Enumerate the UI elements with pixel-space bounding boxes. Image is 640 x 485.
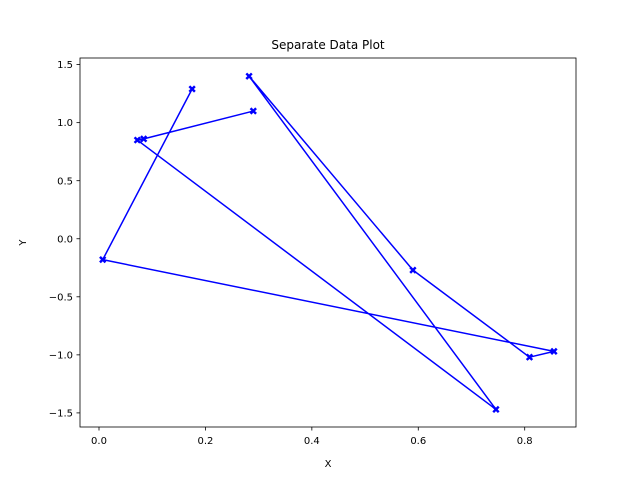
y-tick-label: −1.5	[49, 409, 73, 420]
data-point-marker	[188, 85, 196, 93]
x-tick-label: 0.6	[410, 436, 426, 447]
data-point-marker	[249, 107, 257, 115]
x-axis: 0.0 0.2 0.4 0.6 0.8	[91, 427, 533, 447]
data-point-marker	[550, 347, 558, 355]
y-axis-label: Y	[18, 239, 29, 247]
plot-layer	[99, 72, 558, 414]
plot-frame	[79, 57, 577, 428]
y-tick-label: −1.0	[49, 350, 73, 361]
x-tick-label: 0.2	[197, 436, 213, 447]
chart-title: Separate Data Plot	[271, 38, 385, 52]
x-tick-label: 0.4	[304, 436, 320, 447]
y-tick-label: 1.5	[57, 60, 73, 71]
y-axis: −1.5 −1.0 −0.5 0.0 0.5 1.0 1.5	[49, 60, 80, 420]
data-point-marker	[245, 72, 253, 80]
data-point-marker	[99, 256, 107, 264]
y-tick-label: 1.0	[57, 118, 73, 129]
data-point-marker	[492, 405, 500, 414]
data-point-marker	[409, 266, 417, 274]
x-axis-label: X	[325, 459, 332, 470]
y-tick-label: −0.5	[49, 292, 73, 303]
data-point-marker	[133, 136, 141, 144]
y-tick-label: 0.5	[57, 176, 73, 187]
data-point-marker	[140, 135, 148, 143]
data-point-marker	[525, 353, 534, 361]
x-tick-label: 0.0	[91, 436, 107, 447]
x-tick-label: 0.8	[517, 436, 533, 447]
series-line	[101, 75, 555, 411]
y-tick-label: 0.0	[57, 234, 73, 245]
